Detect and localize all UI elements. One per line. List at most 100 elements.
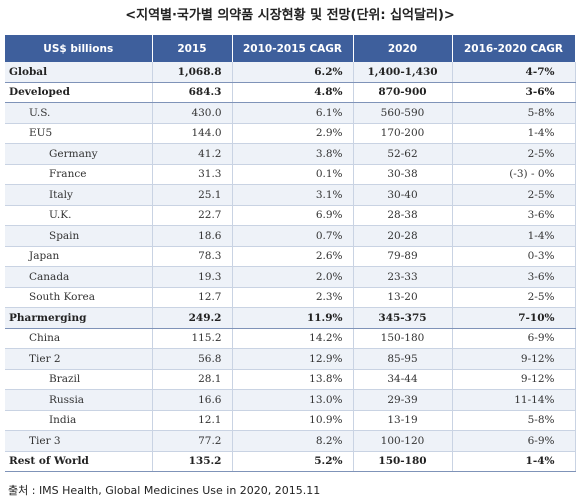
cell: 78.3	[152, 246, 233, 267]
header-cell: 2020	[353, 35, 453, 62]
cell: 150-180	[353, 451, 453, 472]
row-label: Brazil	[5, 369, 153, 390]
table-row: Developed 684.3 4.8% 870-900 3-6%	[5, 82, 576, 103]
row-label: Tier 2	[5, 348, 153, 370]
row-label: France	[5, 164, 153, 185]
header-cell: US$ billions	[5, 35, 153, 62]
cell: 2.6%	[232, 246, 354, 267]
table-row: Germany 41.2 3.8% 52-62 2-5%	[5, 143, 576, 165]
cell: 12.9%	[232, 348, 354, 370]
cell: 135.2	[152, 451, 233, 472]
row-label: U.K.	[5, 205, 153, 226]
cell: 41.2	[152, 143, 233, 165]
cell: 11.9%	[232, 307, 354, 329]
cell: 28-38	[353, 205, 453, 226]
cell: 31.3	[152, 164, 233, 185]
row-label: Russia	[5, 389, 153, 411]
cell: 2.0%	[232, 266, 354, 288]
row-label: Global	[5, 62, 153, 83]
cell: 2.9%	[232, 123, 354, 144]
cell: (-3) - 0%	[452, 164, 576, 185]
row-label: Spain	[5, 225, 153, 247]
cell: 10.9%	[232, 410, 354, 431]
cell: 2-5%	[452, 143, 576, 165]
cell: 345-375	[353, 307, 453, 329]
cell: 4-7%	[452, 62, 576, 83]
cell: 430.0	[152, 102, 233, 124]
cell: 1-4%	[452, 123, 576, 144]
cell: 16.6	[152, 389, 233, 411]
cell: 56.8	[152, 348, 233, 370]
table-row: Japan 78.3 2.6% 79-89 0-3%	[5, 246, 576, 267]
table-row: Brazil 28.1 13.8% 34-44 9-12%	[5, 369, 576, 390]
cell: 30-40	[353, 184, 453, 206]
cell: 12.7	[152, 287, 233, 308]
cell: 1-4%	[452, 451, 576, 472]
cell: 100-120	[353, 430, 453, 452]
cell: 29-39	[353, 389, 453, 411]
title: <지역별·국가별 의약품 시장현황 및 전망(단위: 십억달러)>	[125, 8, 455, 23]
table-row: U.K. 22.7 6.9% 28-38 3-6%	[5, 205, 576, 226]
cell: 5.2%	[232, 451, 354, 472]
cell: 14.2%	[232, 328, 354, 349]
cell: 5-8%	[452, 410, 576, 431]
cell: 34-44	[353, 369, 453, 390]
table-row: South Korea 12.7 2.3% 13-20 2-5%	[5, 287, 576, 308]
cell: 115.2	[152, 328, 233, 349]
cell: 144.0	[152, 123, 233, 144]
cell: 3-6%	[452, 266, 576, 288]
cell: 3.8%	[232, 143, 354, 165]
table-body: Global 1,068.8 6.2% 1,400-1,430 4-7% Develope…	[5, 62, 576, 472]
cell: 23-33	[353, 266, 453, 288]
cell: 28.1	[152, 369, 233, 390]
cell: 25.1	[152, 184, 233, 206]
table-row: France 31.3 0.1% 30-38 (-3) - 0%	[5, 164, 576, 185]
table-row: Tier 3 77.2 8.2% 100-120 6-9%	[5, 430, 576, 452]
cell: 2-5%	[452, 287, 576, 308]
cell: 12.1	[152, 410, 233, 431]
cell: 6-9%	[452, 328, 576, 349]
table-row: Tier 2 56.8 12.9% 85-95 9-12%	[5, 348, 576, 370]
cell: 85-95	[353, 348, 453, 370]
cell: 3-6%	[452, 205, 576, 226]
table-row: Canada 19.3 2.0% 23-33 3-6%	[5, 266, 576, 288]
cell: 30-38	[353, 164, 453, 185]
row-label: U.S.	[5, 102, 153, 124]
row-label: Pharmerging	[5, 307, 153, 329]
cell: 20-28	[353, 225, 453, 247]
cell: 13.0%	[232, 389, 354, 411]
cell: 9-12%	[452, 348, 576, 370]
market-table: US$ billions 2015 2010-2015 CAGR 2020 2016-2…	[5, 35, 576, 472]
table-row: India 12.1 10.9% 13-19 5-8%	[5, 410, 576, 431]
cell: 249.2	[152, 307, 233, 329]
cell: 3.1%	[232, 184, 354, 206]
header-cell: 2016-2020 CAGR	[452, 35, 576, 62]
row-label: Canada	[5, 266, 153, 288]
cell: 77.2	[152, 430, 233, 452]
table-row: Pharmerging 249.2 11.9% 345-375 7-10%	[5, 307, 576, 329]
cell: 79-89	[353, 246, 453, 267]
table-row: EU5 144.0 2.9% 170-200 1-4%	[5, 123, 576, 144]
cell: 4.8%	[232, 82, 354, 103]
table-row: China 115.2 14.2% 150-180 6-9%	[5, 328, 576, 349]
cell: 9-12%	[452, 369, 576, 390]
header-cell: 2015	[152, 35, 233, 62]
cell: 5-8%	[452, 102, 576, 124]
row-label: Italy	[5, 184, 153, 206]
row-label: EU5	[5, 123, 153, 144]
table-row: Italy 25.1 3.1% 30-40 2-5%	[5, 184, 576, 206]
cell: 52-62	[353, 143, 453, 165]
row-label: South Korea	[5, 287, 153, 308]
cell: 684.3	[152, 82, 233, 103]
cell: 7-10%	[452, 307, 576, 329]
cell: 6.1%	[232, 102, 354, 124]
row-label: Tier 3	[5, 430, 153, 452]
cell: 1-4%	[452, 225, 576, 247]
cell: 150-180	[353, 328, 453, 349]
cell: 1,400-1,430	[353, 62, 453, 83]
cell: 0-3%	[452, 246, 576, 267]
cell: 0.7%	[232, 225, 354, 247]
cell: 3-6%	[452, 82, 576, 103]
row-label: India	[5, 410, 153, 431]
